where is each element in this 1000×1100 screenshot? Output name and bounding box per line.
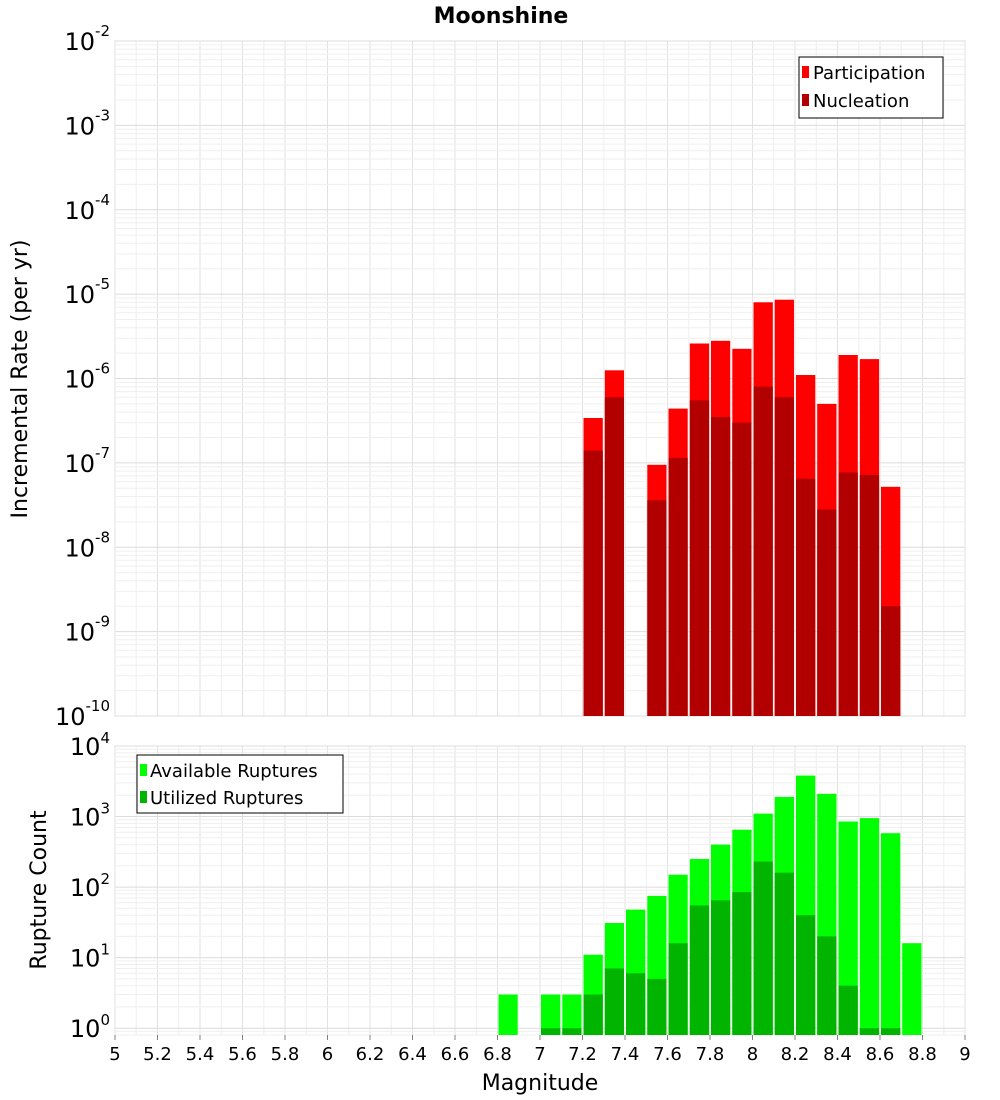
x-tick-label: 8	[747, 1044, 758, 1065]
x-tick-label: 8.4	[823, 1044, 852, 1065]
top-legend: Participation Nucleation	[798, 56, 944, 119]
x-tick-label: 8.2	[781, 1044, 810, 1065]
y-tick-label: 10-7	[64, 444, 110, 478]
bottom-available-ruptures-bar	[902, 943, 922, 1035]
x-axis-label: Magnitude	[482, 1071, 599, 1096]
bottom-utilized-ruptures-bar	[817, 936, 837, 1035]
bottom-utilized-ruptures-bar	[859, 1028, 880, 1035]
bottom-utilized-ruptures-bar	[711, 900, 731, 1035]
bottom-utilized-ruptures-bar	[647, 978, 667, 1035]
bottom-available-ruptures-bar	[881, 833, 901, 1035]
nucleation-legend-swatch	[802, 94, 809, 106]
nucleation-legend-label: Nucleation	[813, 91, 909, 112]
top-plot: 10-2 10-3 10-4 10-5 10-6 10-7 10-8 10-9 10-10 In…	[8, 22, 966, 731]
top-nucleation-bar	[668, 457, 688, 716]
x-tick-label: 7.2	[568, 1044, 597, 1065]
x-tick-label: 5.8	[271, 1044, 300, 1065]
bottom-utilized-ruptures-bar	[774, 872, 794, 1035]
top-nucleation-bar	[881, 606, 901, 716]
y-tick-label: 101	[70, 941, 110, 973]
top-y-axis-label: Incremental Rate (per yr)	[8, 240, 33, 519]
top-nucleation-bar	[604, 397, 624, 716]
y-tick-label: 10-8	[64, 528, 110, 562]
bottom-utilized-ruptures-bar	[562, 1028, 582, 1035]
x-tick-label: 7.6	[653, 1044, 682, 1065]
top-y-tick-labels: 10-2 10-3 10-4 10-5 10-6 10-7 10-8 10-9 10-10	[55, 22, 110, 731]
bottom-y-axis-label: Rupture Count	[27, 810, 52, 970]
top-nucleation-bar	[583, 450, 603, 716]
y-tick-label: 10-10	[55, 697, 110, 731]
top-nucleation-bar	[753, 386, 773, 716]
x-tick-label: 5.6	[228, 1044, 257, 1065]
y-tick-label: 10-9	[64, 613, 110, 647]
x-tick-label: 7.4	[611, 1044, 640, 1065]
top-legend-box	[798, 56, 944, 119]
top-bars	[583, 299, 901, 716]
bottom-utilized-ruptures-bar	[604, 968, 624, 1035]
y-tick-label: 10-5	[64, 275, 110, 309]
y-tick-label: 10-2	[64, 22, 110, 56]
top-nucleation-bar	[796, 478, 816, 716]
chart-title: Moonshine	[434, 4, 569, 29]
bottom-plot: 104 103 102 101 100 5 5.2 5.4 5.6 5.8 6 6.2 6.4 6.6 6…	[27, 729, 971, 1096]
bottom-legend: Available Ruptures Utilized Ruptures	[136, 754, 344, 814]
bottom-available-ruptures-bar	[498, 994, 518, 1035]
x-tick-label: 6.4	[398, 1044, 427, 1065]
top-nucleation-bar	[647, 500, 667, 716]
bottom-utilized-ruptures-bar	[796, 915, 816, 1035]
x-tick-label: 5	[109, 1044, 120, 1065]
utilized-ruptures-legend-label: Utilized Ruptures	[150, 788, 303, 809]
top-nucleation-bar	[859, 474, 880, 716]
bottom-available-ruptures-bar	[562, 994, 582, 1035]
top-nucleation-bar	[838, 472, 858, 716]
y-tick-label: 10-3	[64, 106, 110, 140]
y-tick-label: 10-4	[64, 191, 110, 225]
bottom-utilized-ruptures-bar	[668, 943, 688, 1035]
x-tick-label: 6.2	[356, 1044, 385, 1065]
participation-legend-label: Participation	[813, 63, 925, 84]
x-tick-label: 6	[322, 1044, 333, 1065]
available-ruptures-legend-label: Available Ruptures	[150, 761, 318, 782]
y-tick-label: 104	[70, 729, 110, 761]
top-nucleation-bar	[774, 397, 794, 716]
top-nucleation-bar	[711, 417, 731, 716]
x-tick-label: 8.8	[908, 1044, 937, 1065]
x-tick-label: 5.2	[143, 1044, 172, 1065]
x-tick-label: 5.4	[186, 1044, 215, 1065]
bottom-available-ruptures-bar	[859, 818, 880, 1035]
top-nucleation-bar	[732, 422, 752, 716]
available-ruptures-legend-swatch	[140, 764, 147, 776]
bottom-legend-box	[136, 754, 344, 814]
bottom-bars	[498, 775, 922, 1035]
bottom-utilized-ruptures-bar	[838, 985, 858, 1035]
y-tick-label: 102	[70, 870, 110, 902]
y-tick-label: 100	[70, 1011, 110, 1043]
bottom-utilized-ruptures-bar	[732, 892, 752, 1035]
x-tick-label: 7	[534, 1044, 545, 1065]
bottom-y-tick-labels: 104 103 102 101 100	[70, 729, 110, 1043]
bottom-utilized-ruptures-bar	[541, 1028, 561, 1035]
bottom-utilized-ruptures-bar	[626, 973, 646, 1035]
utilized-ruptures-legend-swatch	[140, 791, 147, 803]
x-tick-label: 6.8	[483, 1044, 512, 1065]
x-tick-label: 7.8	[696, 1044, 725, 1065]
top-nucleation-bar	[817, 509, 837, 716]
y-tick-label: 10-6	[64, 360, 110, 394]
x-tick-labels: 5 5.2 5.4 5.6 5.8 6 6.2 6.4 6.6 6.8 7 7.2 7.4 7.6 7.8 8…	[109, 1035, 971, 1065]
top-nucleation-bar	[689, 400, 710, 716]
x-tick-label: 8.6	[866, 1044, 895, 1065]
top-gridlines	[114, 40, 966, 717]
y-tick-label: 103	[70, 800, 110, 832]
bottom-available-ruptures-bar	[541, 994, 561, 1035]
x-tick-label: 6.6	[441, 1044, 470, 1065]
bottom-utilized-ruptures-bar	[583, 994, 603, 1035]
bottom-available-ruptures-bar	[838, 821, 858, 1035]
bottom-utilized-ruptures-bar	[689, 905, 710, 1035]
bottom-utilized-ruptures-bar	[881, 1028, 901, 1035]
participation-legend-swatch	[802, 66, 809, 78]
bottom-utilized-ruptures-bar	[753, 861, 773, 1035]
x-tick-label: 9	[959, 1044, 970, 1065]
